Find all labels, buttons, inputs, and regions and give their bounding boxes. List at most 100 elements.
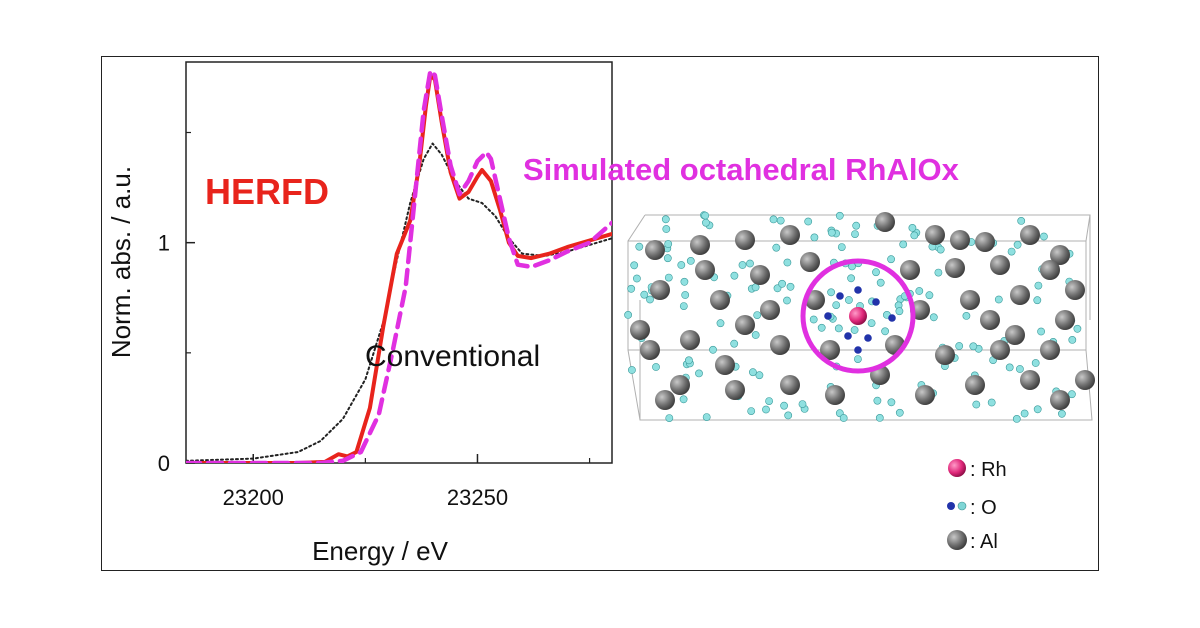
aluminum-atom: [780, 375, 800, 395]
oxygen-atom: [627, 284, 636, 293]
oxygen-atom: [746, 259, 754, 268]
oxygen-atom: [908, 223, 917, 232]
aluminum-atom: [965, 375, 985, 395]
oxygen-atom: [899, 240, 908, 249]
rhodium-atom: [849, 307, 867, 325]
oxygen-atom: [755, 371, 764, 380]
oxygen-dark-atom: [854, 286, 862, 294]
aluminum-atom: [900, 260, 920, 280]
oxygen-atom: [1040, 232, 1048, 241]
rh-legend-marker: [948, 459, 966, 477]
aluminum-atom: [935, 345, 955, 365]
oxygen-atom: [827, 228, 836, 237]
herfd-annotation: HERFD: [205, 171, 329, 212]
y-tick-label: 1: [158, 231, 170, 256]
oxygen-atom: [1037, 327, 1045, 336]
oxygen-dark-atom: [864, 334, 872, 342]
oxygen-atom: [1068, 335, 1077, 344]
oxygen-dark-atom: [888, 314, 896, 322]
structure-legend: : Rh : O : Al: [947, 459, 1007, 553]
aluminum-atom: [1040, 260, 1060, 280]
x-axis-label: Energy / eV: [312, 536, 449, 566]
oxygen-atom: [665, 414, 674, 422]
oxygen-atom: [661, 215, 670, 224]
oxygen-atom: [929, 313, 938, 322]
oxygen-atom: [662, 225, 671, 233]
conventional-annotation: Conventional: [365, 340, 540, 373]
oxygen-atom: [769, 215, 778, 224]
oxygen-atom: [1017, 216, 1026, 225]
aluminum-atom: [780, 225, 800, 245]
oxygen-atom: [817, 323, 826, 332]
oxygen-atom: [873, 396, 882, 405]
oxygen-dark-atom: [836, 292, 844, 300]
aluminum-atom: [715, 355, 735, 375]
oxygen-atom: [925, 291, 934, 300]
tick-labels: 23200 23250 0 1: [158, 231, 508, 510]
series-layer: [186, 68, 612, 463]
oxygen-atom: [936, 245, 945, 254]
oxygen-atom: [695, 369, 703, 378]
oxygen-atom: [994, 295, 1003, 304]
oxygen-atom: [686, 256, 695, 265]
oxygen-atom: [753, 311, 762, 319]
oxygen-atom: [809, 315, 818, 324]
aluminum-atom: [820, 340, 840, 360]
y-tick-label: 0: [158, 451, 170, 476]
oxygen-atom: [677, 261, 686, 269]
oxygen-atom: [652, 363, 660, 371]
oxygen-atom: [783, 258, 792, 267]
aluminum-atom: [670, 375, 690, 395]
oxygen-atom: [633, 274, 641, 283]
aluminum-atom: [945, 258, 965, 278]
aluminum-atom: [640, 340, 660, 360]
aluminum-atom: [710, 290, 730, 310]
oxygen-atom: [827, 288, 835, 297]
oxygen-atom: [867, 319, 876, 327]
aluminum-atom: [1020, 370, 1040, 390]
oxygen-atom: [679, 395, 688, 404]
x-tick-label: 23200: [223, 485, 284, 510]
oxygen-atom: [776, 216, 785, 225]
aluminum-atom: [1010, 285, 1030, 305]
oxygen-atom: [786, 282, 795, 291]
rh-octahedron: [824, 286, 896, 354]
oxygen-atom: [910, 231, 919, 240]
oxygen-atom: [850, 326, 859, 334]
series-dashed-line: [186, 68, 612, 463]
aluminum-atom: [915, 385, 935, 405]
oxygen-atom: [780, 401, 788, 410]
oxygen-dark-atom: [872, 298, 880, 306]
oxygen-atom: [934, 268, 943, 277]
oxygen-atom: [762, 405, 770, 414]
oxygen-atom: [701, 211, 710, 220]
oxygen-atom: [1034, 281, 1043, 290]
figure-frame: [101, 56, 1099, 571]
o-legend-label: : O: [970, 497, 997, 519]
oxygen-atom: [709, 345, 717, 354]
oxygen-atom: [915, 287, 924, 295]
oxygen-atom: [837, 243, 846, 251]
oxygen-atom: [784, 411, 793, 420]
oxygen-atom: [1005, 363, 1014, 372]
aluminum-atom: [1020, 225, 1040, 245]
oxygen-atom: [630, 261, 639, 270]
oxygen-atom: [969, 342, 978, 351]
aluminum-atom: [950, 230, 970, 250]
oxygen-atom: [1012, 414, 1021, 423]
aluminum-atom: [770, 335, 790, 355]
aluminum-atom: [1065, 280, 1085, 300]
oxygen-atom: [835, 211, 844, 220]
oxygen-atom: [804, 217, 813, 226]
oxygen-atom: [778, 279, 786, 288]
oxygen-atom: [681, 291, 690, 299]
oxygen-atom: [1016, 365, 1024, 373]
oxygen-atom: [730, 339, 739, 348]
oxygen-atom: [832, 301, 841, 309]
aluminum-atoms: [630, 212, 1095, 410]
oxygen-atom: [847, 274, 855, 283]
oxygen-atom: [854, 355, 862, 363]
oxygen-atom: [972, 400, 981, 409]
oxygen-atom: [876, 278, 885, 287]
